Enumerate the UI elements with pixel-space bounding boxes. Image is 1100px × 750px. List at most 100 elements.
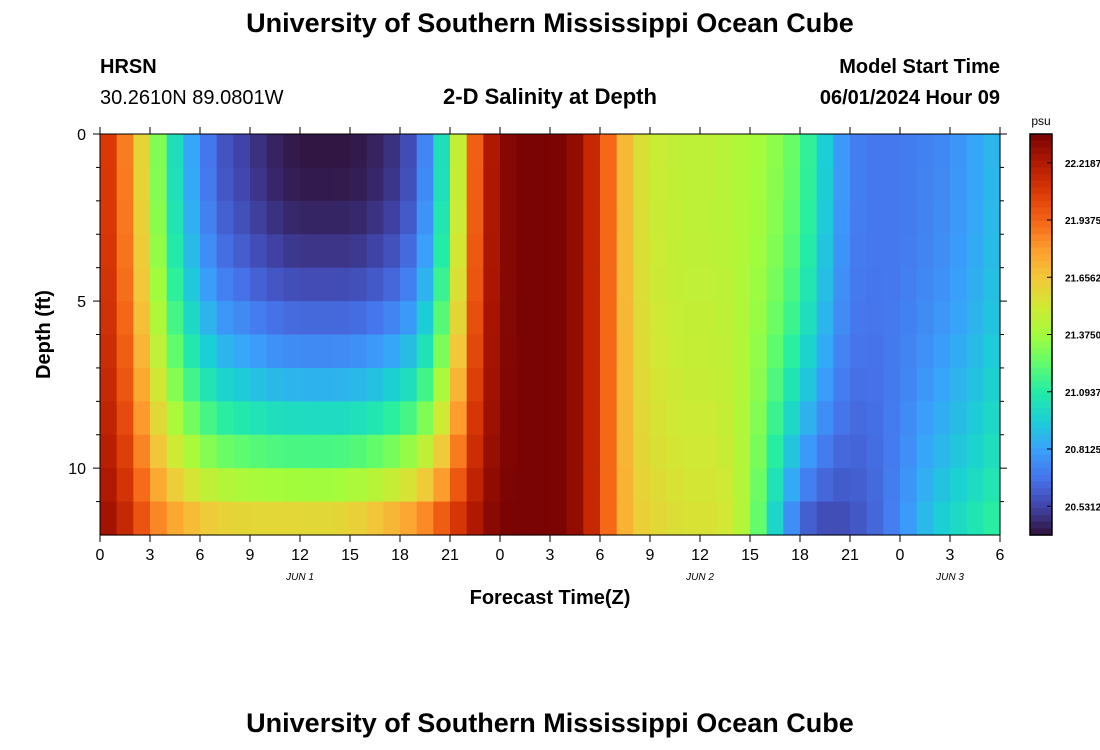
heatmap-cell (366, 200, 384, 235)
heatmap-cell (850, 334, 868, 369)
heatmap-cell (716, 134, 734, 169)
footer-title: University of Southern Mississippi Ocean… (246, 708, 854, 738)
heatmap-cell (733, 501, 751, 536)
heatmap-cell (950, 501, 968, 536)
heatmap-cell (350, 267, 368, 302)
heatmap-cell (616, 167, 634, 202)
heatmap-cell (616, 267, 634, 302)
heatmap-cell (700, 434, 718, 469)
heatmap-cell (133, 401, 151, 436)
colorbar-step (1030, 501, 1052, 509)
heatmap-cell (666, 234, 684, 269)
heatmap-cell (116, 167, 134, 202)
heatmap-cell (750, 468, 768, 503)
colorbar-step (1030, 234, 1052, 242)
x-tick-label: 15 (741, 547, 759, 564)
heatmap-cell (583, 367, 601, 402)
heatmap-cell (233, 200, 251, 235)
heatmap-cell (300, 334, 318, 369)
heatmap-cell (116, 501, 134, 536)
heatmap-cell (233, 167, 251, 202)
heatmap-cell (283, 334, 301, 369)
heatmap-cell (450, 234, 468, 269)
heatmap-cell (633, 334, 651, 369)
heatmap-cell (333, 468, 351, 503)
colorbar-step (1030, 367, 1052, 376)
heatmap-cell (233, 134, 251, 169)
heatmap-cell (766, 401, 784, 436)
heatmap-cell (333, 200, 351, 235)
heatmap-cell (816, 367, 834, 402)
heatmap-cell (600, 401, 618, 436)
heatmap-cell (933, 234, 951, 269)
colorbar-step (1030, 401, 1052, 409)
y-tick-label: 5 (77, 294, 86, 311)
heatmap-cell (166, 468, 184, 503)
colorbar-step (1030, 207, 1052, 215)
heatmap-cell (366, 401, 384, 436)
heatmap-cell (466, 234, 484, 269)
heatmap-cell (383, 367, 401, 402)
heatmap-cell (750, 334, 768, 369)
heatmap-cell (366, 234, 384, 269)
heatmap-cell (400, 234, 418, 269)
heatmap-cell (866, 301, 884, 336)
heatmap-cell (466, 167, 484, 202)
heatmap-cell (266, 334, 284, 369)
heatmap-cell (383, 134, 401, 169)
heatmap-cell (850, 200, 868, 235)
date-label: JUN 1 (285, 572, 314, 583)
heatmap-cell (466, 468, 484, 503)
heatmap-cell (233, 501, 251, 536)
heatmap-cell (633, 401, 651, 436)
heatmap-cell (450, 434, 468, 469)
heatmap-cell (100, 501, 118, 536)
heatmap-cell (850, 301, 868, 336)
heatmap-cell (566, 234, 584, 269)
heatmap-cell (116, 234, 134, 269)
heatmap-cell (916, 501, 934, 536)
heatmap-cell (433, 267, 451, 302)
heatmap-cell (116, 367, 134, 402)
heatmap-cell (366, 134, 384, 169)
heatmap-cell (916, 267, 934, 302)
heatmap-cell (416, 367, 434, 402)
heatmap-cell (666, 301, 684, 336)
heatmap-cell (433, 134, 451, 169)
x-tick-label: 18 (391, 547, 409, 564)
heatmap-cell (616, 367, 634, 402)
colorbar-step (1030, 361, 1052, 369)
heatmap-cell (500, 301, 518, 336)
heatmap-cell (983, 167, 1001, 202)
heatmap-cell (166, 167, 184, 202)
heatmap-cell (416, 501, 434, 536)
heatmap-cell (266, 167, 284, 202)
heatmap-cell (400, 401, 418, 436)
heatmap-cell (733, 434, 751, 469)
colorbar-step (1030, 474, 1052, 483)
heatmap-cell (483, 167, 501, 202)
heatmap-cell (566, 501, 584, 536)
heatmap-cell (866, 468, 884, 503)
heatmap-cell (850, 234, 868, 269)
heatmap-cell (900, 501, 918, 536)
heatmap-cell (150, 234, 168, 269)
colorbar-tick-label: 20.5312 (1065, 502, 1100, 513)
heatmap-cell (933, 167, 951, 202)
heatmap-cell (183, 301, 201, 336)
heatmap-cell (950, 334, 968, 369)
heatmap-cell (283, 501, 301, 536)
colorbar-step (1030, 267, 1052, 275)
y-tick-label: 10 (68, 461, 86, 478)
x-tick-label: 3 (546, 547, 555, 564)
heatmap-cell (216, 367, 234, 402)
heatmap-cell (433, 200, 451, 235)
heatmap-cell (916, 401, 934, 436)
heatmap-cell (116, 200, 134, 235)
heatmap-cell (383, 267, 401, 302)
heatmap-cell (183, 468, 201, 503)
x-tick-label: 21 (841, 547, 859, 564)
heatmap-cell (800, 134, 818, 169)
heatmap-cell (683, 501, 701, 536)
heatmap-cell (233, 301, 251, 336)
